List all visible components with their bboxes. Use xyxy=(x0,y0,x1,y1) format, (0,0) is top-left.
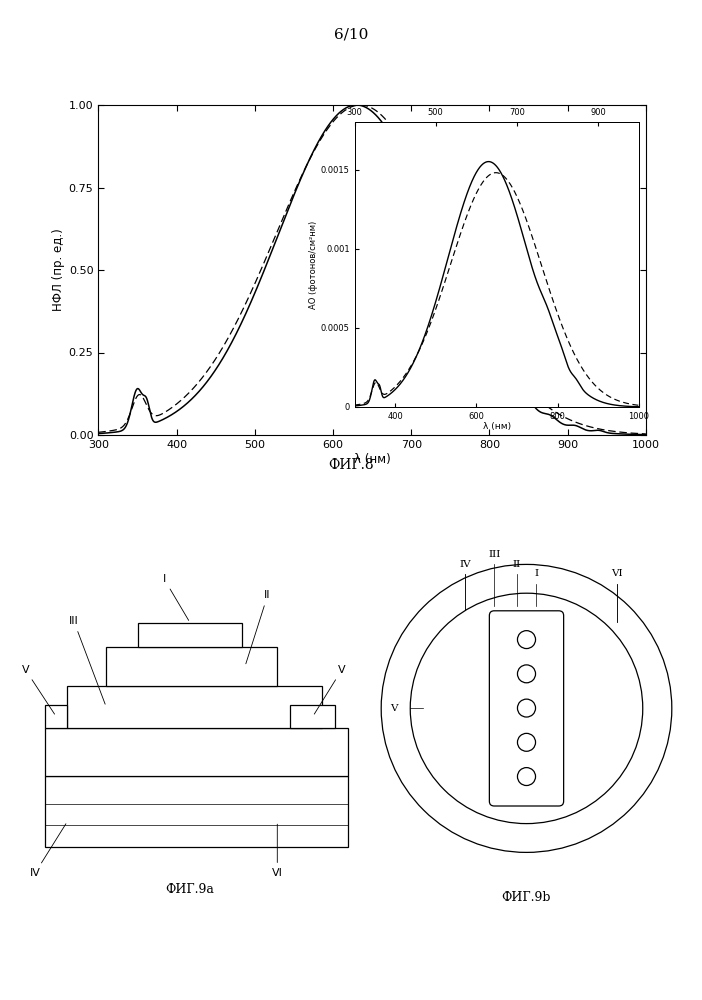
Circle shape xyxy=(517,699,536,717)
Text: 6/10: 6/10 xyxy=(334,28,368,42)
Y-axis label: АО (фотонов/см²нм): АО (фотонов/см²нм) xyxy=(309,220,318,309)
Bar xyxy=(106,647,277,686)
Text: V: V xyxy=(22,665,55,714)
Text: I: I xyxy=(534,570,538,578)
Text: VI: VI xyxy=(611,570,623,578)
Text: V: V xyxy=(390,704,398,713)
FancyBboxPatch shape xyxy=(489,611,564,806)
Bar xyxy=(45,728,348,776)
Bar xyxy=(138,623,241,647)
Text: I: I xyxy=(163,574,189,620)
Circle shape xyxy=(517,768,536,786)
Text: III: III xyxy=(69,616,105,704)
Text: VI: VI xyxy=(272,824,283,878)
Circle shape xyxy=(517,733,536,751)
Y-axis label: НФЛ (пр. ед.): НФЛ (пр. ед.) xyxy=(51,229,65,311)
Circle shape xyxy=(381,564,672,852)
X-axis label: λ (нм): λ (нм) xyxy=(482,422,511,431)
Text: ФИГ.8: ФИГ.8 xyxy=(329,458,373,472)
Circle shape xyxy=(517,665,536,683)
Circle shape xyxy=(517,631,536,649)
Bar xyxy=(45,705,67,728)
Bar xyxy=(45,776,348,847)
Text: II: II xyxy=(512,560,521,569)
Text: ФИГ.9а: ФИГ.9а xyxy=(166,883,215,896)
Text: ФИГ.9b: ФИГ.9b xyxy=(502,891,551,904)
Text: V: V xyxy=(314,665,345,714)
Text: IV: IV xyxy=(29,824,66,878)
Bar xyxy=(290,705,336,728)
Bar xyxy=(67,686,322,728)
X-axis label: λ (нм): λ (нм) xyxy=(354,453,390,466)
Text: II: II xyxy=(246,590,271,664)
Circle shape xyxy=(410,593,643,824)
Text: IV: IV xyxy=(459,560,471,569)
Text: III: III xyxy=(488,550,501,559)
